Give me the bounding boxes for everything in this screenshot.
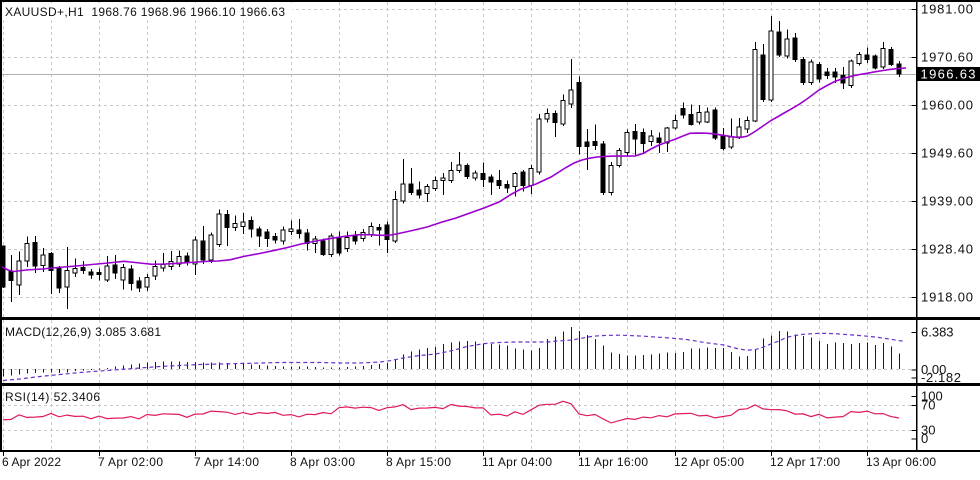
svg-text:1918.00: 1918.00 <box>921 290 973 305</box>
svg-text:11 Apr 16:00: 11 Apr 16:00 <box>578 455 648 469</box>
svg-text:6 Apr 2022: 6 Apr 2022 <box>2 455 61 469</box>
svg-text:1981.00: 1981.00 <box>921 2 973 17</box>
svg-text:7 Apr 14:00: 7 Apr 14:00 <box>194 455 259 469</box>
svg-text:70: 70 <box>921 398 935 413</box>
svg-text:7 Apr 02:00: 7 Apr 02:00 <box>98 455 163 469</box>
svg-text:-2.182: -2.182 <box>921 370 961 385</box>
svg-text:MACD(12,26,9) 3.085 3.681: MACD(12,26,9) 3.085 3.681 <box>5 325 161 339</box>
svg-text:1949.60: 1949.60 <box>921 146 973 161</box>
svg-text:RSI(14) 52.3406: RSI(14) 52.3406 <box>5 390 100 404</box>
svg-text:0: 0 <box>921 431 928 446</box>
svg-text:6.383: 6.383 <box>921 325 954 340</box>
svg-text:12 Apr 05:00: 12 Apr 05:00 <box>674 455 744 469</box>
svg-text:8 Apr 15:00: 8 Apr 15:00 <box>386 455 451 469</box>
svg-text:8 Apr 03:00: 8 Apr 03:00 <box>290 455 355 469</box>
svg-text:11 Apr 04:00: 11 Apr 04:00 <box>482 455 552 469</box>
svg-text:1928.40: 1928.40 <box>921 242 973 257</box>
svg-text:1970.60: 1970.60 <box>921 50 973 65</box>
svg-text:1960.00: 1960.00 <box>921 98 973 113</box>
svg-text:XAUUSD+,H1 1968.76 1968.96 19: XAUUSD+,H1 1968.76 1968.96 1966.10 1966.… <box>5 5 285 19</box>
svg-text:1939.00: 1939.00 <box>921 194 973 209</box>
svg-text:13 Apr 06:00: 13 Apr 06:00 <box>866 455 936 469</box>
svg-text:12 Apr 17:00: 12 Apr 17:00 <box>770 455 840 469</box>
